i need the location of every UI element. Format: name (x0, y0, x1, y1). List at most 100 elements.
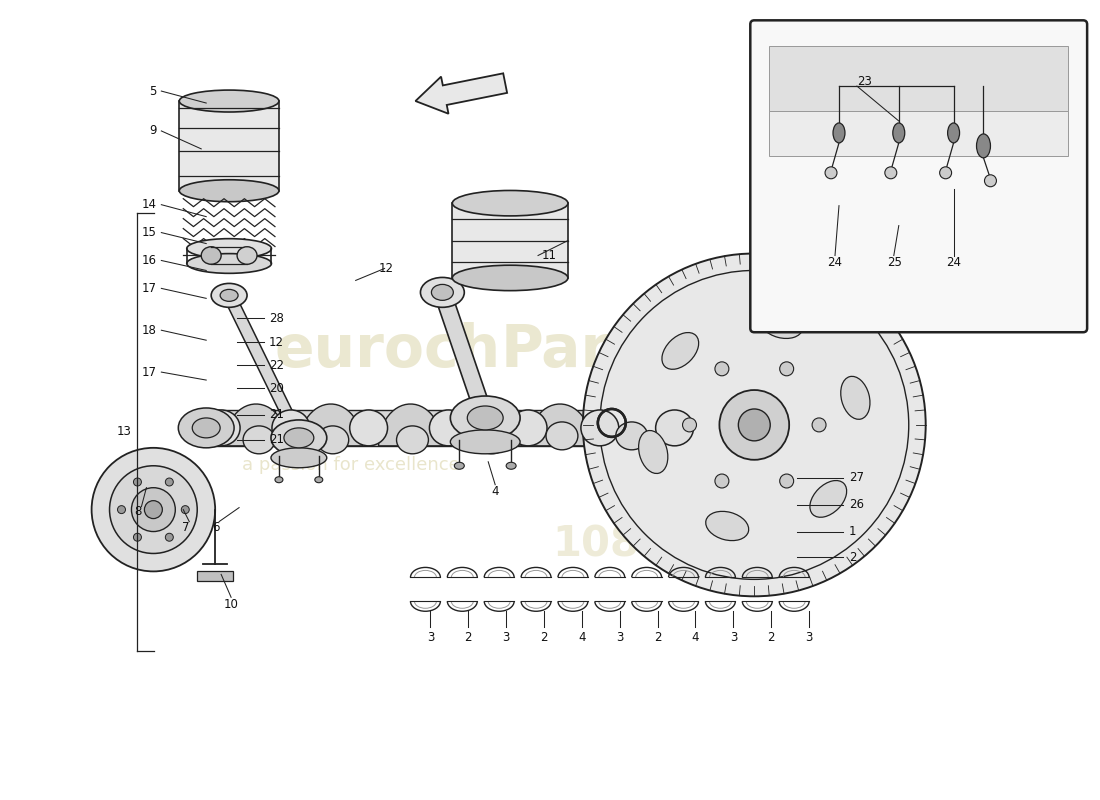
Ellipse shape (476, 426, 508, 454)
Text: 5: 5 (148, 85, 156, 98)
Text: 3: 3 (805, 630, 813, 644)
Ellipse shape (284, 428, 314, 448)
Ellipse shape (810, 481, 847, 518)
Text: 2: 2 (540, 630, 548, 644)
Ellipse shape (192, 418, 220, 438)
Text: 1: 1 (849, 525, 857, 538)
Circle shape (825, 167, 837, 178)
Ellipse shape (350, 410, 387, 446)
Ellipse shape (452, 266, 568, 290)
Ellipse shape (271, 420, 327, 456)
Text: 2: 2 (653, 630, 661, 644)
Ellipse shape (238, 246, 257, 264)
Circle shape (738, 409, 770, 441)
Ellipse shape (977, 134, 990, 158)
Polygon shape (223, 293, 305, 441)
Circle shape (133, 478, 142, 486)
Text: 23: 23 (857, 74, 872, 88)
Text: 3: 3 (503, 630, 509, 644)
Ellipse shape (509, 410, 547, 446)
Text: 10: 10 (223, 598, 239, 610)
Polygon shape (206, 410, 729, 446)
Ellipse shape (431, 285, 453, 300)
Ellipse shape (275, 477, 283, 482)
Ellipse shape (656, 410, 693, 446)
Ellipse shape (201, 246, 221, 264)
Text: 2: 2 (849, 551, 857, 564)
Ellipse shape (452, 190, 568, 216)
Polygon shape (197, 571, 233, 582)
FancyBboxPatch shape (750, 20, 1087, 332)
Text: 14: 14 (142, 198, 156, 211)
Text: 1082: 1082 (552, 523, 668, 566)
Text: 21: 21 (270, 434, 284, 446)
Ellipse shape (616, 422, 648, 450)
Text: 9: 9 (148, 125, 156, 138)
Text: 18: 18 (142, 324, 156, 337)
Ellipse shape (420, 278, 464, 307)
Polygon shape (459, 404, 522, 446)
Text: 27: 27 (849, 471, 864, 484)
Ellipse shape (947, 123, 959, 143)
Circle shape (118, 506, 125, 514)
Text: 6: 6 (211, 521, 219, 534)
Ellipse shape (833, 123, 845, 143)
Text: 4: 4 (492, 485, 499, 498)
Ellipse shape (639, 430, 668, 474)
Text: 20: 20 (270, 382, 284, 394)
Ellipse shape (760, 310, 803, 338)
Text: 24: 24 (947, 256, 961, 269)
Text: 17: 17 (142, 282, 156, 295)
Circle shape (133, 534, 142, 542)
Ellipse shape (429, 410, 468, 446)
Text: Parts: Parts (500, 322, 672, 378)
Text: 28: 28 (270, 312, 284, 325)
Circle shape (132, 488, 175, 531)
Circle shape (600, 270, 909, 579)
Ellipse shape (662, 333, 698, 370)
Polygon shape (452, 203, 568, 278)
Text: 11: 11 (542, 249, 557, 262)
Polygon shape (434, 290, 493, 421)
Text: 22: 22 (270, 358, 284, 372)
Polygon shape (528, 404, 592, 446)
Polygon shape (179, 101, 279, 190)
Text: 12: 12 (270, 336, 284, 349)
Polygon shape (597, 404, 661, 446)
Circle shape (91, 448, 216, 571)
Circle shape (182, 506, 189, 514)
Text: 24: 24 (827, 256, 842, 269)
Circle shape (715, 362, 729, 376)
Polygon shape (769, 111, 1068, 156)
Text: 16: 16 (142, 254, 156, 267)
Polygon shape (769, 46, 1068, 111)
Text: 3: 3 (427, 630, 434, 644)
Circle shape (812, 418, 826, 432)
Text: 17: 17 (142, 366, 156, 378)
Ellipse shape (396, 426, 428, 454)
Polygon shape (299, 404, 363, 446)
Text: euroch: euroch (274, 322, 500, 378)
Ellipse shape (506, 462, 516, 470)
Text: 15: 15 (142, 226, 156, 239)
Text: a passion for excellence: a passion for excellence (242, 456, 460, 474)
Ellipse shape (179, 180, 279, 202)
Circle shape (780, 474, 794, 488)
Text: 2: 2 (464, 630, 472, 644)
Ellipse shape (893, 123, 905, 143)
Text: 26: 26 (849, 498, 864, 511)
Text: 4: 4 (579, 630, 585, 644)
Ellipse shape (179, 90, 279, 112)
Circle shape (984, 174, 997, 186)
Polygon shape (224, 404, 288, 446)
Ellipse shape (272, 410, 310, 446)
Ellipse shape (581, 410, 619, 446)
Circle shape (165, 478, 174, 486)
Polygon shape (378, 404, 442, 446)
Ellipse shape (315, 477, 322, 482)
Text: 25: 25 (887, 256, 902, 269)
Ellipse shape (450, 396, 520, 440)
Text: 3: 3 (616, 630, 624, 644)
Ellipse shape (546, 422, 578, 450)
Ellipse shape (271, 448, 327, 468)
